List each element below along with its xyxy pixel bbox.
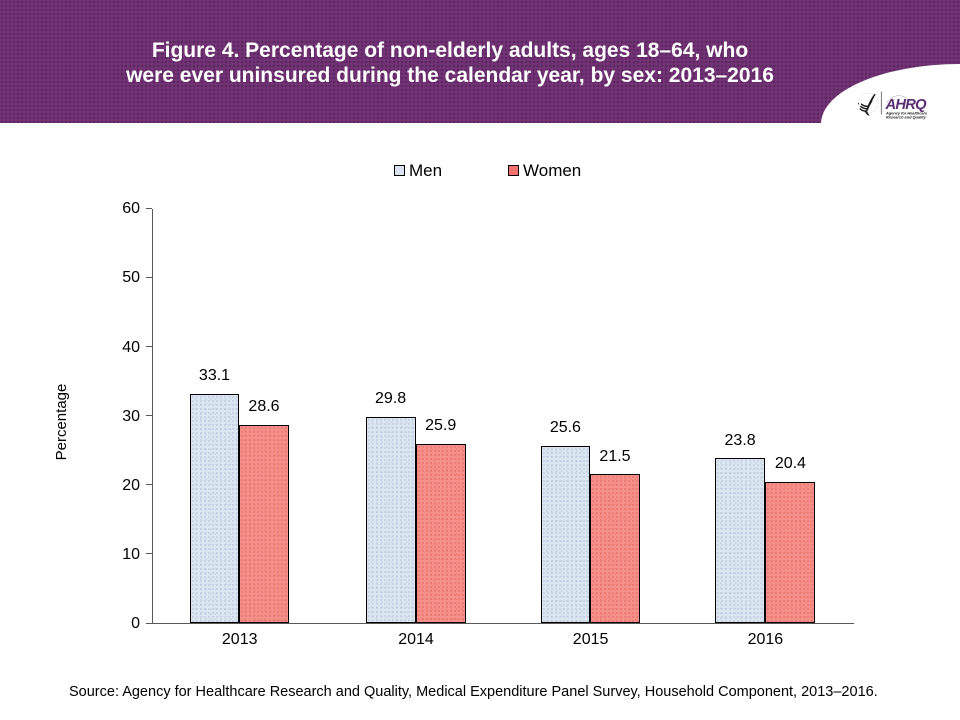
svg-text:Research and Quality: Research and Quality [886,114,926,119]
